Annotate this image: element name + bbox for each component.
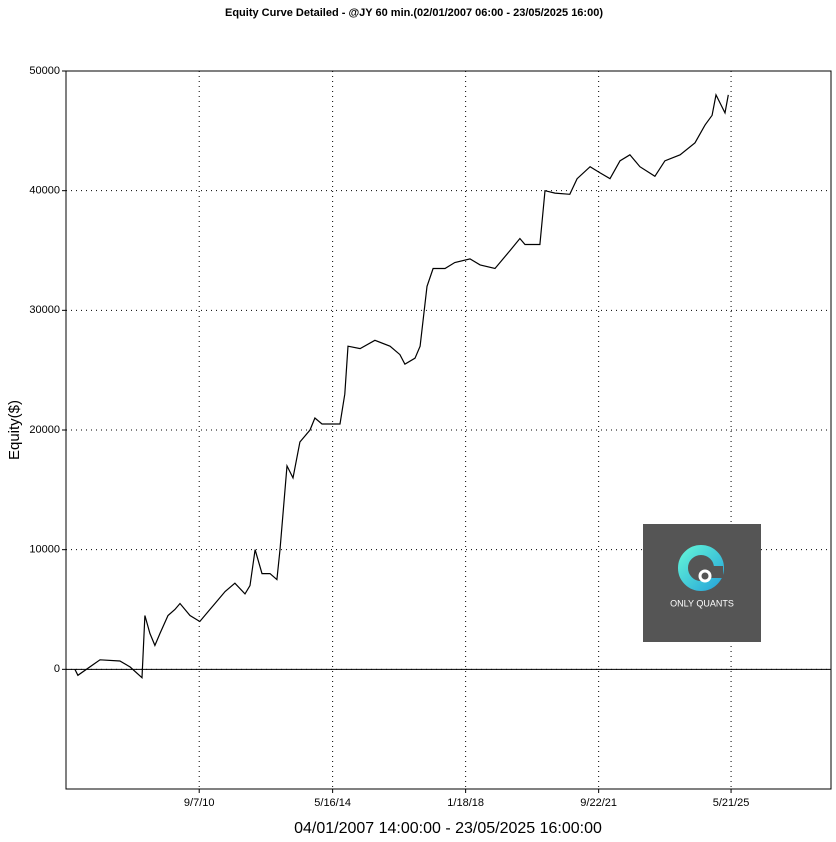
- y-tick-label: 30000: [29, 304, 60, 316]
- watermark: ONLY QUANTS: [643, 524, 761, 642]
- x-tick-label: 9/7/10: [184, 797, 215, 809]
- logo-dot: [698, 569, 712, 583]
- chart-title: Equity Curve Detailed - @JY 60 min.(02/0…: [225, 7, 603, 19]
- y-axis-label: Equity($): [6, 400, 23, 460]
- x-tick-label: 9/22/21: [580, 797, 617, 809]
- y-tick-label: 50000: [29, 65, 60, 77]
- x-axis-label: 04/01/2007 14:00:00 - 23/05/2025 16:00:0…: [294, 820, 602, 837]
- y-tick-label: 0: [54, 663, 60, 675]
- y-tick-label: 10000: [29, 544, 60, 556]
- y-tick-label: 40000: [29, 185, 60, 197]
- logo-text: ONLY QUANTS: [670, 598, 734, 608]
- x-tick-label: 5/16/14: [314, 797, 351, 809]
- equity-line: [74, 93, 729, 679]
- x-tick-label: 5/21/25: [713, 797, 750, 809]
- y-tick-label: 20000: [29, 424, 60, 436]
- x-tick-label: 1/18/18: [447, 797, 484, 809]
